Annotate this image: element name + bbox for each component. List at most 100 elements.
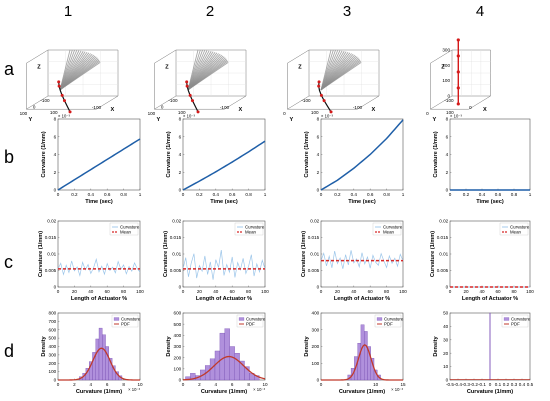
panel-d1-xtick-label: 10 bbox=[137, 382, 143, 387]
panel-d2-xtick-label: 8 bbox=[247, 382, 250, 387]
panel-a2-ylabel: Y bbox=[157, 117, 161, 123]
panel-b1-ytick-label: 8 bbox=[54, 117, 57, 122]
panel-c3-xtick-label: 40 bbox=[351, 289, 357, 294]
panel-a4-box-edge bbox=[468, 95, 491, 110]
panel-c4-ytick-label: 0 bbox=[446, 285, 449, 290]
panel-c1-xtick-label: 60 bbox=[105, 289, 111, 294]
panel-d3-xtick-label: 0 bbox=[320, 382, 323, 387]
panel-b4-xtick-label: 0.4 bbox=[479, 192, 486, 197]
panel-b1-xtick-label: 0.2 bbox=[71, 192, 78, 197]
panel-c3-ytick-label: 0.02 bbox=[310, 219, 319, 224]
panel-b3-xtick-label: 0.4 bbox=[351, 192, 358, 197]
panel-a4-xtick-label: 0 bbox=[469, 105, 472, 110]
panel-d1-xtick-label: 4 bbox=[90, 382, 93, 387]
column-label-3: 3 bbox=[343, 3, 351, 20]
panel-c2-xtick-label: 40 bbox=[213, 289, 219, 294]
panel-a2-box-edge bbox=[154, 95, 177, 110]
panel-a2: Z Y X -100 0 100 100 -100 bbox=[148, 49, 247, 123]
panel-c1-ytick-label: 0.005 bbox=[45, 268, 57, 273]
panel-b2-curve bbox=[182, 140, 266, 191]
panel-a2-backbone-node bbox=[188, 93, 192, 97]
panel-b4-ylabel: Curvature (1/mm) bbox=[433, 131, 439, 177]
panel-d1-ytick-label: 200 bbox=[49, 361, 57, 366]
panel-b2-frame bbox=[182, 118, 266, 191]
panel-b3-frame bbox=[320, 118, 404, 191]
panel-d2-xtick-label: 6 bbox=[231, 382, 234, 387]
panel-b3-curve bbox=[320, 119, 404, 191]
panel-c1-legend-mean: Mean bbox=[120, 230, 132, 235]
panel-d1-ytick-label: 800 bbox=[49, 311, 57, 316]
panel-d4-ytick-label: 0 bbox=[446, 378, 449, 383]
panel-d1-ylabel: Density bbox=[41, 336, 47, 357]
panel-b4-xtick-label: 1 bbox=[529, 192, 532, 197]
panel-d3-xlabel: Curvature (1/mm) bbox=[339, 389, 385, 395]
panel-a2-ytick-label: 100 bbox=[148, 111, 156, 116]
panel-c3-xtick-label: 0 bbox=[320, 289, 323, 294]
panel-a1-zlabel: Z bbox=[37, 64, 41, 70]
panel-c3-legend-curvature: Curvature bbox=[383, 225, 403, 230]
panel-d2-hist-bar bbox=[224, 328, 230, 381]
panel-c1-xlabel: Length of Actuator % bbox=[71, 296, 127, 302]
panel-b4-ytick-label: 0 bbox=[446, 188, 449, 193]
panel-d4-legend-swatch-curvature bbox=[503, 317, 510, 321]
panel-a4-ztick-label: 300 bbox=[442, 48, 450, 53]
panel-a2-xlabel: X bbox=[239, 107, 243, 113]
panel-c2-ytick-label: 0.01 bbox=[172, 252, 181, 257]
panel-d4-xtick-label: 0.4 bbox=[519, 382, 526, 387]
panel-c2-xtick-label: 80 bbox=[246, 289, 252, 294]
column-label-4: 4 bbox=[476, 3, 484, 20]
panel-b2-xtick-label: 1 bbox=[264, 192, 267, 197]
panel-c4-xtick-label: 80 bbox=[511, 289, 517, 294]
panel-d3-multiplier: × 10⁻³ bbox=[391, 387, 403, 392]
panel-c4-ylabel: Curvature (1/mm) bbox=[430, 231, 436, 277]
panel-d2-hist-bar bbox=[219, 332, 225, 381]
panel-c1-xtick-label: 100 bbox=[136, 289, 144, 294]
panel-c4-xlabel: Length of Actuator % bbox=[462, 296, 518, 302]
panel-c2-ytick-label: 0.015 bbox=[170, 235, 182, 240]
panel-b4-frame bbox=[449, 118, 531, 191]
panel-a3-ylabel: Y bbox=[290, 117, 294, 123]
panel-b1-xtick-label: 0.4 bbox=[88, 192, 95, 197]
panel-a2-backbone-node bbox=[185, 84, 189, 88]
panel-d2-multiplier: × 10⁻³ bbox=[253, 387, 265, 392]
panel-b2-xtick-label: 0 bbox=[182, 192, 185, 197]
panel-d1-ytick-label: 500 bbox=[49, 336, 57, 341]
panel-d4-xtick-label: -0.5 bbox=[446, 382, 454, 387]
panel-d3: 0 5 10 15 0 100 200 300 400 Curvature (1/mm) Densi… bbox=[304, 311, 406, 395]
panel-d4-ytick-label: 40 bbox=[443, 324, 449, 329]
panel-b1: 0 0.2 0.4 0.6 0.8 1 0 2 4 6 8 Time (sec) Curvature (… bbox=[41, 114, 142, 206]
panel-c3-ylabel: Curvature (1/mm) bbox=[301, 231, 307, 277]
panel-c3-ytick-label: 0.015 bbox=[308, 235, 320, 240]
panel-d1-ytick-label: 600 bbox=[49, 327, 57, 332]
panel-d1-hist-bar bbox=[98, 327, 103, 381]
column-label-2: 2 bbox=[206, 3, 214, 20]
panel-a2-box-edge bbox=[224, 95, 247, 110]
panel-a2-backbone-node bbox=[196, 110, 200, 114]
panel-a1-box-edge bbox=[26, 49, 49, 64]
panel-a1-backbone-node bbox=[62, 99, 66, 103]
row-label-b: b bbox=[4, 147, 14, 167]
panel-c4-legend-curvature: Curvature bbox=[510, 225, 530, 230]
panel-c4: 0 20 40 60 80 100 0 0.005 0.01 0.015 0.02 Length of… bbox=[430, 219, 534, 302]
row-label-c: c bbox=[4, 252, 13, 272]
panel-b3-xtick-label: 0 bbox=[320, 192, 323, 197]
panel-d1-legend-curvature: Curvature bbox=[121, 317, 141, 322]
panel-b3-ytick-label: 4 bbox=[317, 152, 320, 157]
panel-d3-hist-bar bbox=[364, 331, 368, 381]
panel-c2-xtick-label: 0 bbox=[182, 289, 185, 294]
panel-b1-ytick-label: 6 bbox=[54, 134, 57, 139]
panel-d4-legend-curvature: Curvature bbox=[511, 317, 531, 322]
panel-c1-ytick-label: 0 bbox=[54, 285, 57, 290]
panel-a3-backbone-node bbox=[329, 110, 333, 114]
panel-c3-xlabel: Length of Actuator % bbox=[334, 296, 390, 302]
row-label-d: d bbox=[4, 341, 14, 361]
panel-c4-xtick-label: 60 bbox=[495, 289, 501, 294]
panel-b3-multiplier: × 10⁻³ bbox=[321, 114, 333, 119]
panel-d3-ytick-label: 0 bbox=[317, 378, 320, 383]
panel-b2-xtick-label: 0.2 bbox=[196, 192, 203, 197]
panel-d2-legend-pdf: PDF bbox=[246, 322, 255, 327]
panel-a3: Z Y X -100 0 100 -100 bbox=[283, 49, 380, 123]
panel-c2-legend-mean: Mean bbox=[245, 230, 257, 235]
